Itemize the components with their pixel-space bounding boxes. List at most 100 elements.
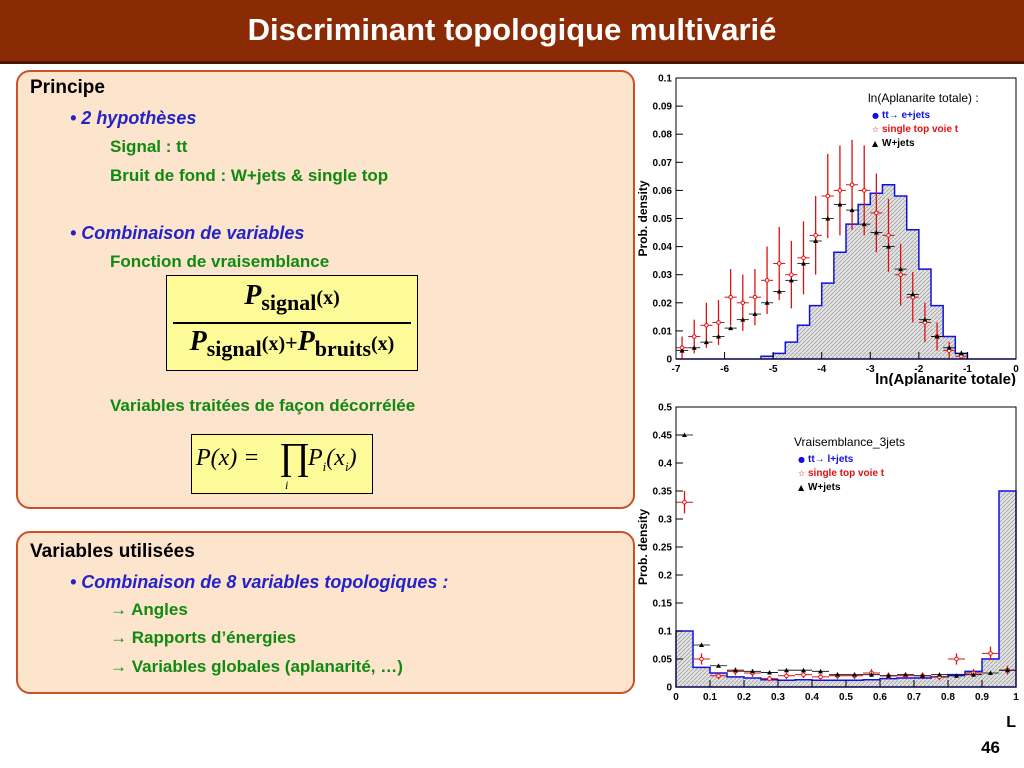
legend-entry: single top voie t	[882, 124, 959, 135]
variables-item-global: → Variables globales (aplanarité, …)	[110, 657, 403, 676]
single-top-marker	[764, 278, 770, 283]
page-number: 46	[981, 738, 1000, 757]
formula-bruits-sub: bruits	[314, 336, 372, 361]
single-top-marker	[691, 334, 697, 339]
x-tick-label: 0.4	[805, 692, 819, 703]
wjets-point	[846, 672, 863, 677]
legend-entry: tt→ e+jets	[882, 110, 931, 121]
y-tick-label: 0.5	[658, 403, 672, 414]
aplanarity-xlabel: ln(Aplanarite totale)	[875, 371, 1016, 386]
wjets-point	[700, 339, 713, 345]
wjets-marker	[903, 672, 908, 677]
single-top-marker	[818, 674, 823, 680]
y-axis-label: Prob. density	[638, 509, 650, 585]
wjets-marker	[776, 289, 782, 294]
wjets-point	[748, 311, 761, 317]
wjets-marker	[801, 260, 806, 266]
formula-arg: (x)	[316, 287, 340, 309]
wjets-marker	[922, 317, 928, 322]
wjets-point	[812, 668, 829, 674]
wjets-point	[693, 642, 710, 647]
single-top-marker	[752, 294, 758, 300]
wjets-point	[882, 244, 895, 249]
x-tick-label: 0.9	[975, 692, 989, 703]
formula-p-symbol: P	[189, 326, 207, 357]
single-top-point	[785, 240, 798, 309]
rhs-sub: i	[322, 458, 327, 474]
wjets-point	[931, 672, 948, 677]
single-top-point	[693, 653, 710, 665]
wjets-point	[863, 672, 880, 677]
y-tick-label: 0.4	[658, 459, 672, 470]
wjets-point	[710, 663, 727, 668]
wjets-marker	[764, 300, 770, 305]
x-tick-label: 0.2	[737, 692, 751, 703]
y-axis-label: Prob. density	[638, 180, 650, 256]
wjets-point	[943, 345, 956, 350]
variables-item-energy: → Rapports d’énergies	[110, 628, 297, 647]
legend-title: Vraisemblance_3jets	[794, 435, 905, 449]
single-top-marker	[767, 676, 772, 681]
single-top-marker	[740, 300, 746, 306]
single-top-marker	[837, 188, 843, 193]
fraction-bar	[173, 322, 411, 324]
wjets-marker	[954, 673, 959, 678]
wjets-point	[795, 667, 812, 673]
wjets-marker	[679, 348, 685, 353]
wjets-marker	[849, 207, 855, 213]
y-tick-label: 0.07	[653, 158, 673, 169]
wjets-point	[982, 670, 999, 675]
wjets-point	[797, 260, 810, 266]
wjets-marker	[886, 244, 891, 249]
wjets-marker	[934, 334, 940, 339]
y-tick-label: 0.03	[653, 270, 673, 281]
single-top-point	[858, 145, 871, 236]
formula-plus: +	[285, 330, 298, 355]
rhs-close: )	[348, 445, 357, 471]
x-tick-label: -6	[720, 364, 729, 375]
single-top-point	[797, 221, 810, 295]
formula-arg: (x)	[371, 333, 395, 355]
wjets-point	[785, 277, 798, 283]
likelihood-plot: 0 0.05 0.1 0.15 0.2 0.25 0.3 0.35 0.4 0.45 0.5 0 0.1…	[638, 403, 1019, 704]
wjets-marker	[869, 672, 874, 677]
x-tick-label: 0.8	[941, 692, 955, 703]
single-top-point	[948, 653, 965, 665]
y-tick-label: 0.02	[653, 298, 673, 309]
product-rhs: Pi(xi)	[308, 445, 357, 475]
legend-entry: tt→ l+jets	[808, 454, 854, 465]
variables-heading: Variables utilisées	[30, 541, 195, 562]
y-tick-label: 0.35	[653, 487, 673, 498]
y-tick-label: 0.2	[658, 571, 672, 582]
variables-box	[16, 531, 635, 694]
wjets-point	[955, 350, 968, 356]
single-top-marker	[954, 656, 959, 662]
y-tick-label: 0.25	[653, 543, 673, 554]
legend-title: ln(Aplanarite totale) :	[868, 91, 979, 105]
title-bar: Discriminant topologique multivarié	[0, 0, 1024, 64]
wjets-point	[906, 291, 919, 297]
wjets-marker	[937, 672, 942, 677]
wjets-point	[965, 672, 982, 677]
wjets-marker	[852, 672, 857, 677]
wjets-marker	[958, 350, 964, 356]
y-tick-label: 0.1	[658, 74, 672, 85]
signal-histogram	[676, 184, 1016, 360]
single-top-point	[894, 243, 907, 306]
product-lhs: P(x) =	[196, 445, 260, 471]
single-top-marker	[704, 322, 709, 328]
x-tick-label: 1	[1013, 692, 1019, 703]
wjets-marker	[750, 668, 755, 674]
wjets-point	[761, 300, 774, 305]
wjets-point	[931, 334, 944, 339]
likelihood-text: Fonction de vraisemblance	[110, 252, 330, 271]
wjets-marker	[873, 230, 879, 235]
wjets-point	[846, 207, 859, 213]
plot-frame	[675, 406, 1017, 688]
wjets-point	[761, 669, 778, 675]
single-top-point	[833, 145, 846, 236]
legend-marker: ●	[872, 111, 879, 120]
wjets-point	[724, 325, 737, 331]
wjets-marker	[861, 221, 867, 227]
wjets-marker	[946, 345, 952, 350]
